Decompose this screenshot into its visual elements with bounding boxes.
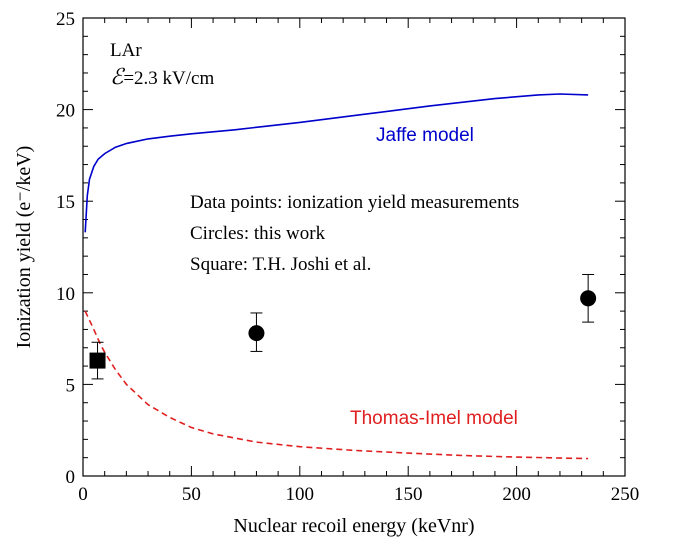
y-axis-title: Ionization yield (e⁻/keV)	[13, 146, 35, 349]
y-tick-label: 0	[66, 467, 76, 488]
x-tick-label: 0	[78, 484, 88, 505]
y-tick-labels: 0 5 10 15 20 25	[56, 9, 75, 488]
data-points	[89, 273, 597, 380]
y-tick-label: 25	[56, 9, 75, 30]
jaffe-model-label: Jaffe model	[376, 125, 474, 146]
x-tick-label: 250	[611, 484, 640, 505]
plot-frame	[82, 17, 626, 477]
data-point-square	[89, 352, 106, 369]
x-tick-label: 100	[286, 484, 315, 505]
y-tick-label: 20	[56, 101, 75, 122]
jaffe-curve	[84, 93, 589, 233]
model-curves	[84, 93, 589, 460]
x-tick-labels: 0 50 100 150 200 250	[78, 484, 639, 505]
medium-label: LAr	[110, 40, 142, 61]
x-tick-label: 50	[182, 484, 201, 505]
note-line-2: Circles: this work	[190, 223, 326, 244]
y-tick-label: 10	[56, 284, 75, 305]
axis-ticks	[82, 17, 626, 477]
field-label: ℰ=2.3 kV/cm	[110, 64, 214, 89]
x-tick-label: 200	[502, 484, 531, 505]
thomas-imel-model-label: Thomas-Imel model	[350, 408, 518, 429]
y-tick-label: 5	[66, 375, 76, 396]
note-line-1: Data points: ionization yield measuremen…	[190, 192, 519, 213]
data-point-circle	[248, 325, 265, 342]
data-point-circle	[580, 290, 597, 307]
field-value: =2.3 kV/cm	[123, 68, 214, 89]
field-symbol: ℰ	[110, 64, 126, 89]
thomas-imel-curve	[84, 310, 589, 460]
y-tick-label: 15	[56, 192, 75, 213]
note-line-3: Square: T.H. Joshi et al.	[190, 254, 371, 275]
x-tick-label: 150	[394, 484, 423, 505]
x-axis-title: Nuclear recoil energy (keVnr)	[233, 515, 474, 537]
